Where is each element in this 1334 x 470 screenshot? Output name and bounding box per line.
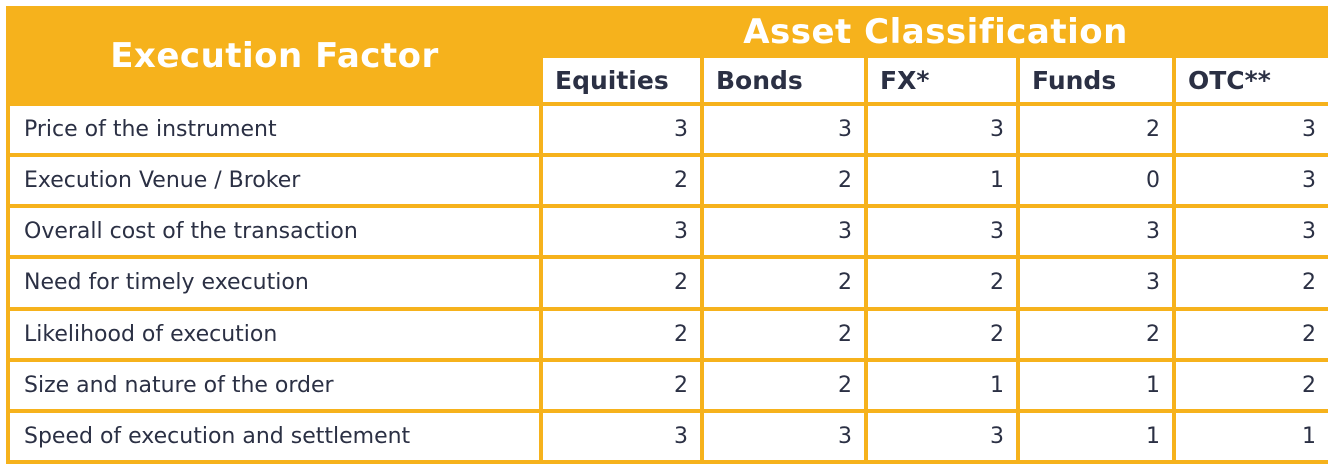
- table-row: Likelihood of execution 2 2 2 2 2: [10, 310, 1329, 358]
- column-header-otc: OTC**: [1176, 58, 1329, 102]
- cell-value: 3: [868, 412, 1016, 460]
- cell-value: 3: [868, 106, 1016, 154]
- table-row: Overall cost of the transaction 3 3 3 3 …: [10, 208, 1329, 256]
- cell-value: 3: [1020, 208, 1172, 256]
- cell-value: 2: [543, 361, 700, 409]
- cell-value: 3: [543, 208, 700, 256]
- row-label: Need for timely execution: [10, 259, 539, 307]
- column-header-fx: FX*: [868, 58, 1016, 102]
- cell-value: 0: [1020, 157, 1172, 205]
- cell-value: 3: [1176, 208, 1329, 256]
- cell-value: 2: [868, 310, 1016, 358]
- cell-value: 2: [1176, 259, 1329, 307]
- row-label: Overall cost of the transaction: [10, 208, 539, 256]
- cell-value: 2: [543, 310, 700, 358]
- header-row-columns: Equities Bonds FX* Funds OTC**: [10, 58, 1329, 102]
- cell-value: 1: [868, 361, 1016, 409]
- asset-classification-table: Execution Factor Asset Classification Eq…: [6, 6, 1332, 464]
- cell-value: 2: [704, 361, 864, 409]
- header-row-top: Execution Factor Asset Classification: [10, 10, 1329, 102]
- cell-value: 2: [1020, 106, 1172, 154]
- table-row: Price of the instrument 3 3 3 2 3: [10, 106, 1329, 154]
- cell-value: 2: [704, 310, 864, 358]
- row-label: Speed of execution and settlement: [10, 412, 539, 460]
- cell-value: 2: [704, 157, 864, 205]
- execution-factor-header: Execution Factor: [10, 10, 539, 102]
- cell-value: 3: [1176, 157, 1329, 205]
- cell-value: 1: [1020, 361, 1172, 409]
- cell-value: 3: [704, 106, 864, 154]
- row-label: Likelihood of execution: [10, 310, 539, 358]
- cell-value: 1: [1176, 412, 1329, 460]
- execution-factor-table: Execution Factor Asset Classification Eq…: [6, 6, 1329, 464]
- row-label: Execution Venue / Broker: [10, 157, 539, 205]
- cell-value: 3: [543, 412, 700, 460]
- cell-value: 2: [868, 259, 1016, 307]
- table-row: Speed of execution and settlement 3 3 3 …: [10, 412, 1329, 460]
- row-label: Size and nature of the order: [10, 361, 539, 409]
- cell-value: 1: [1020, 412, 1172, 460]
- cell-value: 3: [543, 106, 700, 154]
- asset-classification-header: Asset Classification: [543, 10, 1329, 54]
- column-header-funds: Funds: [1020, 58, 1172, 102]
- cell-value: 3: [1020, 259, 1172, 307]
- row-label: Price of the instrument: [10, 106, 539, 154]
- cell-value: 2: [543, 259, 700, 307]
- table-row: Need for timely execution 2 2 2 3 2: [10, 259, 1329, 307]
- table-row: Size and nature of the order 2 2 1 1 2: [10, 361, 1329, 409]
- cell-value: 3: [868, 208, 1016, 256]
- cell-value: 2: [1176, 310, 1329, 358]
- column-header-equities: Equities: [543, 58, 700, 102]
- column-header-bonds: Bonds: [704, 58, 864, 102]
- cell-value: 3: [704, 412, 864, 460]
- cell-value: 2: [543, 157, 700, 205]
- table-row: Execution Venue / Broker 2 2 1 0 3: [10, 157, 1329, 205]
- cell-value: 2: [1020, 310, 1172, 358]
- cell-value: 2: [704, 259, 864, 307]
- cell-value: 2: [1176, 361, 1329, 409]
- cell-value: 3: [704, 208, 864, 256]
- cell-value: 3: [1176, 106, 1329, 154]
- cell-value: 1: [868, 157, 1016, 205]
